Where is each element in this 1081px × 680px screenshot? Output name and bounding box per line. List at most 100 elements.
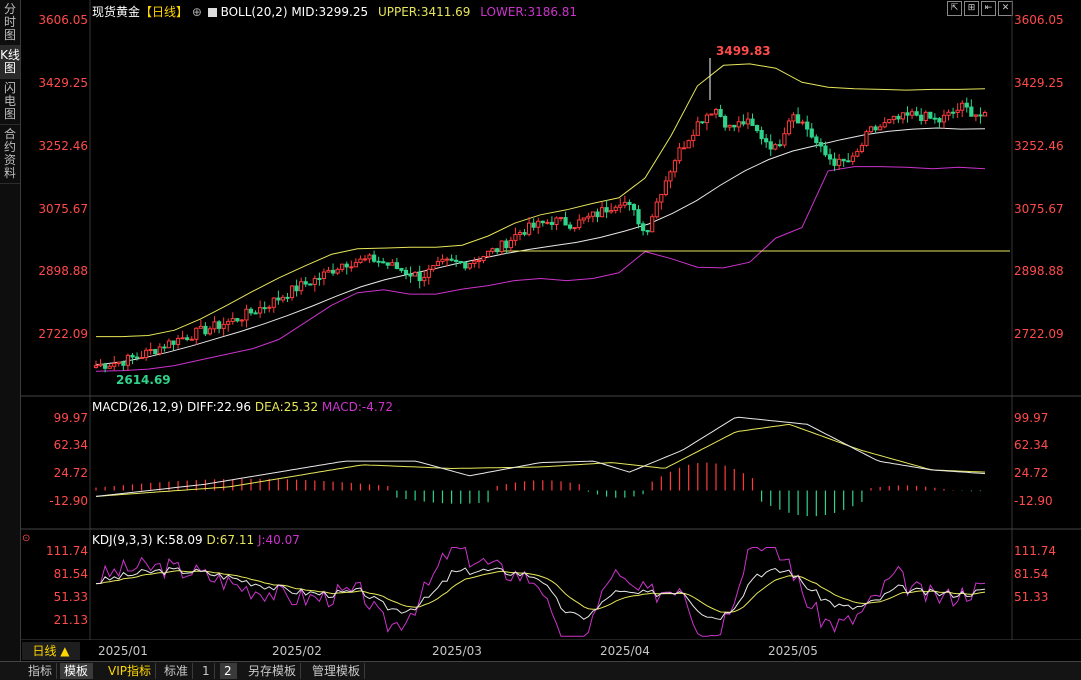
tab-indicators[interactable]: 指标 <box>24 663 58 679</box>
boll-upper-line <box>96 63 986 338</box>
candle-body <box>754 125 760 132</box>
tab-manage-templates[interactable]: 管理模板 <box>308 663 366 679</box>
candle-body <box>216 321 222 329</box>
candle-body <box>485 250 491 258</box>
candle-body <box>891 115 896 121</box>
price-tick: 2722.09 <box>38 327 88 341</box>
candle-body <box>805 121 810 130</box>
candle-body <box>668 171 673 182</box>
candle-body <box>618 204 623 208</box>
candle-body <box>814 136 819 144</box>
kdj-title: KDJ(9,3,3) <box>92 533 153 547</box>
candle-body <box>358 258 363 263</box>
candle-body <box>773 144 778 150</box>
macd-dea: DEA:25.32 <box>254 400 319 414</box>
candle-body <box>112 362 117 367</box>
kdj-tick: 111.74 <box>46 544 88 558</box>
candle-body <box>403 269 409 275</box>
candle-body <box>768 141 773 150</box>
candle-body <box>736 121 741 128</box>
candle-body <box>171 340 176 345</box>
candle-body <box>764 138 769 143</box>
candle-body <box>422 276 427 282</box>
tab-kline[interactable]: K线图 <box>0 46 20 79</box>
kline-chart[interactable] <box>21 0 1081 640</box>
candle-body <box>285 296 290 299</box>
candle-body <box>426 268 431 278</box>
boll-lower: LOWER:3186.81 <box>480 5 578 19</box>
low-price-label: 2614.69 <box>116 373 171 387</box>
candle-body <box>408 273 413 277</box>
candle-body <box>235 318 240 322</box>
candle-body <box>795 114 801 124</box>
price-tick: 2898.88 <box>1014 264 1064 278</box>
macd-title: MACD(26,12,9) <box>92 400 184 414</box>
candle-body <box>490 248 495 252</box>
indicator-settings-icon[interactable] <box>207 8 217 17</box>
tab-timeshare[interactable]: 分时图 <box>0 0 20 46</box>
candle-body <box>864 131 869 146</box>
candle-body <box>198 325 203 329</box>
tab-save-template[interactable]: 另存模板 <box>244 663 302 679</box>
candle-body <box>723 115 728 128</box>
candle-body <box>531 222 536 228</box>
price-tick: 3252.46 <box>38 139 88 153</box>
candle-body <box>558 217 564 220</box>
candle-body <box>563 217 568 226</box>
candle-body <box>682 147 687 150</box>
candle-body <box>887 119 892 124</box>
candle-body <box>960 102 965 111</box>
candle-body <box>923 111 928 121</box>
candle-body <box>686 140 691 149</box>
macd-diff-line <box>95 416 986 497</box>
candle-body <box>353 261 358 268</box>
fullscreen-icon[interactable]: ⇱ <box>947 1 962 16</box>
tab-vip-indicators[interactable]: VIP指标 <box>104 663 156 679</box>
candle-body <box>417 271 422 282</box>
x-tick: 2025/05 <box>768 644 818 658</box>
candle-body <box>157 346 162 355</box>
candle-body <box>244 308 249 321</box>
tab-page-1[interactable]: 1 <box>198 663 215 679</box>
restore-icon[interactable]: ⊞ <box>964 1 979 16</box>
candle-body <box>230 318 235 322</box>
candle-body <box>125 354 131 366</box>
candle-body <box>786 120 792 135</box>
macd-tick: 99.97 <box>1014 411 1049 425</box>
tab-page-2[interactable]: 2 <box>220 663 237 679</box>
tab-standard[interactable]: 标准 <box>160 663 194 679</box>
candle-body <box>116 361 121 364</box>
candle-body <box>93 365 99 368</box>
candle-body <box>467 263 472 269</box>
candle-body <box>791 114 796 122</box>
macd-tick: 62.34 <box>53 438 88 452</box>
period-selector[interactable]: 日线 ▲ <box>22 642 80 660</box>
candle-body <box>513 234 518 241</box>
candle-body <box>549 221 554 225</box>
candle-body <box>463 261 468 269</box>
lock-icon[interactable]: ⊕ <box>191 5 202 19</box>
candle-body <box>914 111 919 116</box>
kdj-tick: 21.13 <box>53 613 88 627</box>
tab-contract-info[interactable]: 合约资料 <box>0 125 20 184</box>
back-icon[interactable]: ⇤ <box>981 1 996 16</box>
candle-body <box>909 111 915 116</box>
candle-body <box>818 142 823 147</box>
tab-templates[interactable]: 模板 <box>60 663 94 679</box>
candle-body <box>139 357 144 360</box>
tab-flash[interactable]: 闪电图 <box>0 79 20 125</box>
candle-body <box>385 262 390 266</box>
candle-body <box>955 109 960 113</box>
candle-body <box>522 232 527 235</box>
macd-tick: 24.72 <box>1014 466 1049 480</box>
candle-body <box>964 102 969 108</box>
x-tick: 2025/01 <box>98 644 148 658</box>
candle-body <box>809 128 814 138</box>
candle-body <box>750 118 755 127</box>
candle-body <box>458 260 463 263</box>
candle-body <box>650 216 655 233</box>
candle-body <box>937 118 942 123</box>
candle-body <box>454 259 459 262</box>
candle-body <box>221 323 226 329</box>
candle-body <box>107 365 112 369</box>
